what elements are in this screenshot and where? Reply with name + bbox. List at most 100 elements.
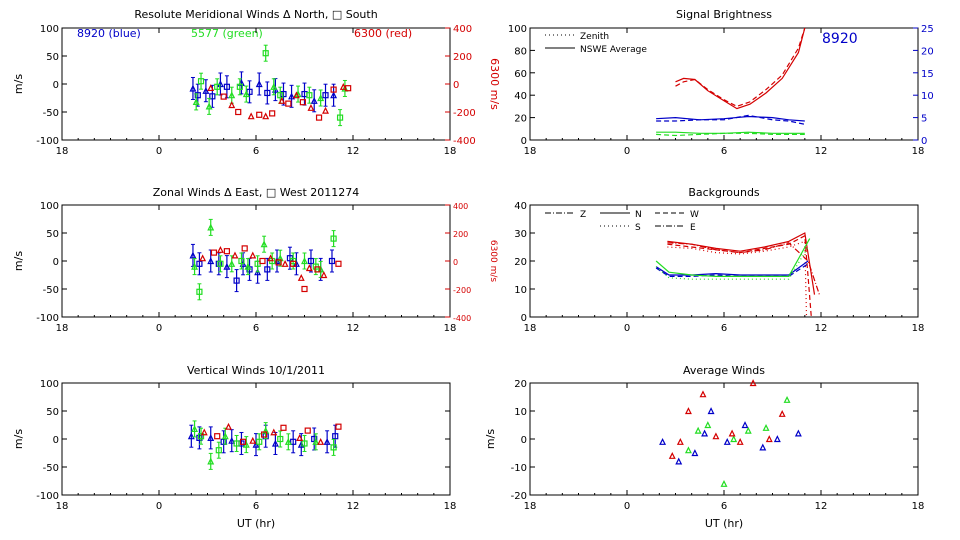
vertical-point-square	[277, 435, 284, 443]
meridional-point-square	[315, 114, 323, 121]
vertical-point-square	[301, 440, 308, 447]
zonal-point-square	[328, 257, 336, 265]
zonal-ytick-right-label: 400	[453, 202, 468, 211]
zonal-point-square	[314, 266, 321, 273]
average-ytick-label: -20	[511, 491, 527, 502]
backgrounds-title: Backgrounds	[688, 186, 760, 199]
meridional-xtick-label: 0	[156, 146, 162, 157]
zonal-point-square	[238, 257, 245, 265]
zonal-xtick-label: 18	[56, 323, 69, 334]
meridional-point-triangle	[339, 82, 347, 90]
meridional-point-triangle	[228, 91, 236, 99]
vertical-point-triangle	[317, 437, 325, 445]
meridional-point-square	[209, 93, 216, 100]
legend-6300: 6300 (red)	[354, 27, 412, 40]
zonal-ytick-label: -100	[36, 313, 59, 324]
vertical-point-square	[239, 438, 247, 445]
zonal-ytick-label: 50	[46, 229, 59, 240]
brightness-ytick-right-label: 5	[921, 114, 927, 125]
backgrounds-xtick-label: 0	[624, 323, 630, 334]
meridional-point-square	[256, 111, 263, 118]
zonal-point-square	[335, 260, 342, 267]
vertical-point-triangle	[270, 428, 278, 436]
meridional-point-triangle	[192, 98, 200, 106]
average-point-triangle	[707, 407, 715, 415]
vertical-xtick-label: 18	[56, 501, 69, 512]
meridional-ytick-label: 50	[46, 52, 59, 63]
zonal-point-square	[307, 257, 315, 265]
vertical-title: Vertical Winds 10/1/2011	[187, 364, 325, 377]
meridional-point-triangle	[307, 103, 315, 111]
average-axes-box	[529, 382, 919, 496]
vertical-ytick-label: -100	[36, 491, 59, 502]
backgrounds-xtick-label: 6	[721, 323, 727, 334]
vertical-point-triangle	[271, 439, 279, 447]
average-ytick-label: 10	[514, 407, 527, 418]
average-point-triangle	[736, 437, 744, 445]
meridional-point-square	[262, 50, 269, 57]
average-title: Average Winds	[683, 364, 765, 377]
meridional-point-triangle	[278, 96, 286, 104]
average-point-triangle	[794, 429, 802, 437]
vertical-ytick-label: -50	[43, 463, 59, 474]
backgrounds-series-blue-N	[655, 260, 809, 276]
meridional-point-square	[306, 92, 313, 99]
meridional-point-triangle	[207, 84, 215, 92]
zonal-point-triangle	[267, 254, 275, 262]
vertical-xtick-label: 0	[156, 501, 162, 512]
meridional-point-square	[235, 108, 242, 116]
zonal-point-triangle	[281, 259, 289, 267]
meridional-ytick-label: 0	[53, 80, 59, 91]
meridional-point-square	[264, 89, 271, 97]
zonal-xtick-label: 0	[156, 323, 162, 334]
average-point-triangle	[659, 437, 667, 445]
zonal-ylabel: m/s	[12, 251, 25, 271]
average-xlabel: UT (hr)	[705, 517, 743, 530]
zonal-point-triangle	[207, 223, 215, 231]
zonal-ytick-right-label: 200	[453, 230, 468, 239]
brightness-ytick-label: 80	[514, 46, 527, 57]
average-point-triangle	[701, 429, 709, 437]
average-ytick-label: 20	[514, 379, 527, 390]
zonal-xtick-label: 18	[444, 323, 457, 334]
vertical-ytick-label: 0	[53, 435, 59, 446]
average-point-triangle	[720, 479, 728, 487]
zonal-point-triangle	[301, 257, 308, 265]
zonal-point-triangle	[216, 245, 224, 253]
backgrounds-xtick-label: 12	[815, 323, 828, 334]
average-point-triangle	[749, 379, 757, 387]
legend-w: W	[690, 210, 699, 220]
brightness-xtick-label: 12	[815, 146, 828, 157]
vertical-point-triangle	[191, 425, 199, 433]
backgrounds-ytick-label: 30	[514, 229, 527, 240]
backgrounds-series-red-W	[667, 234, 812, 318]
meridional-point-triangle	[255, 80, 263, 88]
average-point-triangle	[723, 437, 731, 445]
zonal-point-square	[301, 285, 308, 293]
brightness-annotation: 8920	[822, 31, 858, 47]
legend-8920: 8920 (blue)	[77, 27, 141, 40]
backgrounds-series-green-N	[655, 238, 811, 277]
zonal-point-triangle	[207, 257, 215, 265]
meridional-xtick-label: 18	[56, 146, 69, 157]
average-point-triangle	[691, 449, 699, 457]
vertical-xlabel: UT (hr)	[237, 517, 275, 530]
meridional-axes-box	[61, 27, 451, 141]
brightness-xtick-label: 18	[912, 146, 925, 157]
meridional-point-square	[269, 110, 276, 117]
brightness-ytick-right-label: 10	[921, 91, 934, 102]
meridional-point-triangle	[262, 112, 270, 120]
meridional-point-triangle	[202, 86, 210, 94]
average-point-triangle	[783, 395, 791, 403]
zonal-ytick-label: 0	[53, 257, 59, 268]
zonal-point-triangle	[276, 254, 284, 262]
vertical-point-triangle	[225, 422, 232, 430]
vertical-point-square	[233, 440, 240, 447]
meridional-xtick-label: 18	[444, 146, 457, 157]
zonal-ytick-right-label: -400	[453, 314, 471, 323]
meridional-point-triangle	[270, 82, 278, 90]
average-xtick-label: 6	[721, 501, 727, 512]
average-point-triangle	[744, 426, 752, 434]
legend-e: E	[690, 223, 696, 233]
